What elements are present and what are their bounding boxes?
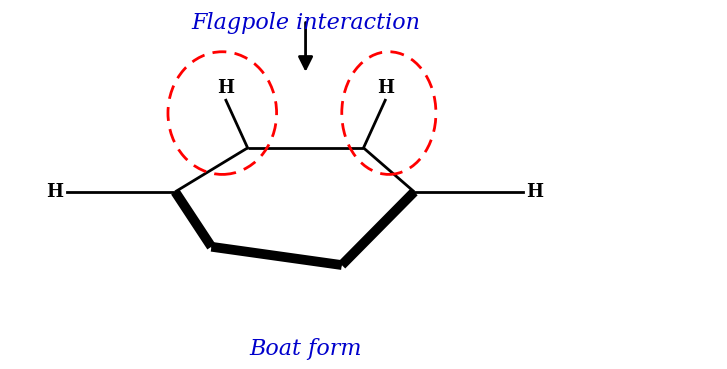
Text: H: H xyxy=(377,79,394,97)
Text: H: H xyxy=(217,79,234,97)
Text: Boat form: Boat form xyxy=(249,338,362,360)
Text: H: H xyxy=(526,183,544,201)
Text: Flagpole interaction: Flagpole interaction xyxy=(191,13,420,34)
Text: H: H xyxy=(46,183,63,201)
